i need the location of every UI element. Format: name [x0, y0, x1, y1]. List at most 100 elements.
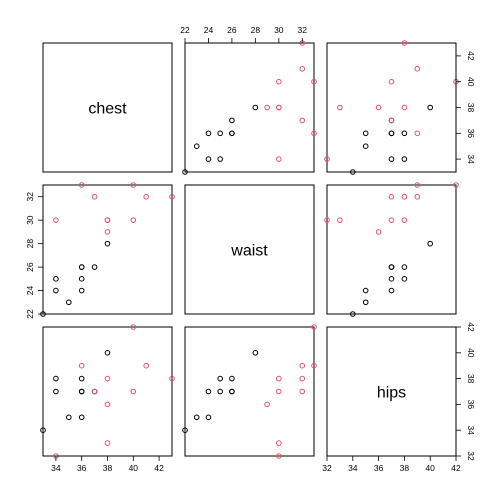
tick-label: 26 [25, 262, 35, 272]
variable-label-chest: chest [88, 101, 127, 118]
tick-label: 22 [25, 309, 35, 319]
tick-label: 28 [251, 25, 261, 35]
tick-label: 24 [204, 25, 214, 35]
data-point [388, 117, 395, 124]
data-point [130, 217, 137, 223]
data-point [53, 276, 59, 282]
data-point [229, 130, 235, 137]
data-point [182, 169, 188, 175]
panel-frame [42, 184, 173, 315]
data-point [91, 388, 98, 395]
data-point [143, 193, 149, 200]
data-point [91, 264, 98, 270]
data-point [311, 362, 317, 369]
tick-label: 30 [25, 215, 35, 225]
variable-label-waist: waist [230, 243, 268, 260]
data-point [104, 401, 111, 408]
variable-label-hips: hips [377, 385, 406, 402]
data-point [337, 104, 343, 111]
panel-chest-vs-hips [324, 40, 459, 175]
data-point [401, 264, 408, 270]
tick-label: 36 [77, 463, 87, 473]
data-point [276, 388, 282, 395]
panel-chest-vs-chest: chest [42, 42, 173, 173]
tick-label: 42 [466, 322, 476, 332]
data-point [388, 264, 395, 270]
data-point [414, 66, 421, 72]
data-point [388, 193, 395, 200]
data-point [130, 324, 137, 330]
data-point [104, 229, 111, 235]
tick-label: 42 [154, 463, 164, 473]
data-point [130, 182, 137, 188]
data-point [311, 130, 317, 137]
data-point [66, 299, 72, 306]
data-point [78, 264, 85, 270]
data-point [53, 388, 59, 395]
data-point [388, 287, 395, 294]
data-point [143, 362, 149, 369]
data-point [193, 143, 200, 149]
tick-label: 38 [103, 463, 113, 473]
tick-label: 38 [466, 103, 476, 113]
tick-label: 34 [466, 425, 476, 435]
data-point [299, 362, 306, 369]
data-point [53, 287, 59, 294]
tick-label: 24 [25, 286, 35, 296]
data-point [388, 276, 395, 282]
tick-label: 40 [466, 348, 476, 358]
data-point [375, 229, 382, 235]
tick-label: 42 [466, 51, 476, 61]
panel-chest-vs-waist [182, 40, 317, 175]
data-point [337, 217, 343, 223]
panel-frame [42, 42, 173, 173]
data-point [169, 375, 175, 382]
data-point [401, 156, 408, 162]
tick-label: 36 [466, 400, 476, 410]
panel-frame [326, 184, 457, 315]
data-point [388, 130, 395, 137]
data-point [276, 375, 282, 382]
data-point [299, 388, 306, 395]
panel-hips-vs-hips: hips [326, 326, 457, 457]
tick-label: 34 [466, 154, 476, 164]
tick-label: 40 [425, 463, 435, 473]
data-point [375, 104, 382, 111]
data-point [53, 375, 59, 382]
data-point [401, 276, 408, 282]
data-point [453, 182, 459, 188]
data-point [401, 104, 408, 111]
data-point [78, 388, 85, 395]
data-point [104, 217, 111, 223]
tick-label: 36 [466, 129, 476, 139]
data-point [362, 130, 369, 137]
data-point [276, 78, 282, 85]
data-point [252, 350, 259, 356]
data-point [78, 287, 85, 294]
data-point [229, 117, 235, 124]
tick-label: 40 [466, 77, 476, 87]
data-point [229, 375, 235, 382]
data-point [78, 362, 85, 369]
data-point [276, 104, 282, 111]
tick-label: 30 [274, 25, 284, 35]
data-point [182, 427, 188, 434]
data-point [78, 375, 85, 382]
data-point [311, 324, 317, 330]
data-point [276, 440, 282, 446]
panel-waist-vs-hips [324, 182, 459, 317]
panel-frame [326, 42, 457, 173]
panel-waist-vs-chest [40, 182, 175, 317]
panel-waist-vs-waist: waist [184, 184, 315, 315]
data-point [78, 414, 85, 421]
panel-frame [184, 184, 315, 315]
data-point [252, 104, 259, 111]
data-point [350, 169, 356, 175]
data-point [130, 388, 137, 395]
data-point [414, 193, 421, 200]
data-point [229, 388, 235, 395]
data-point [388, 217, 395, 223]
data-point [264, 104, 270, 111]
tick-label: 34 [348, 463, 358, 473]
